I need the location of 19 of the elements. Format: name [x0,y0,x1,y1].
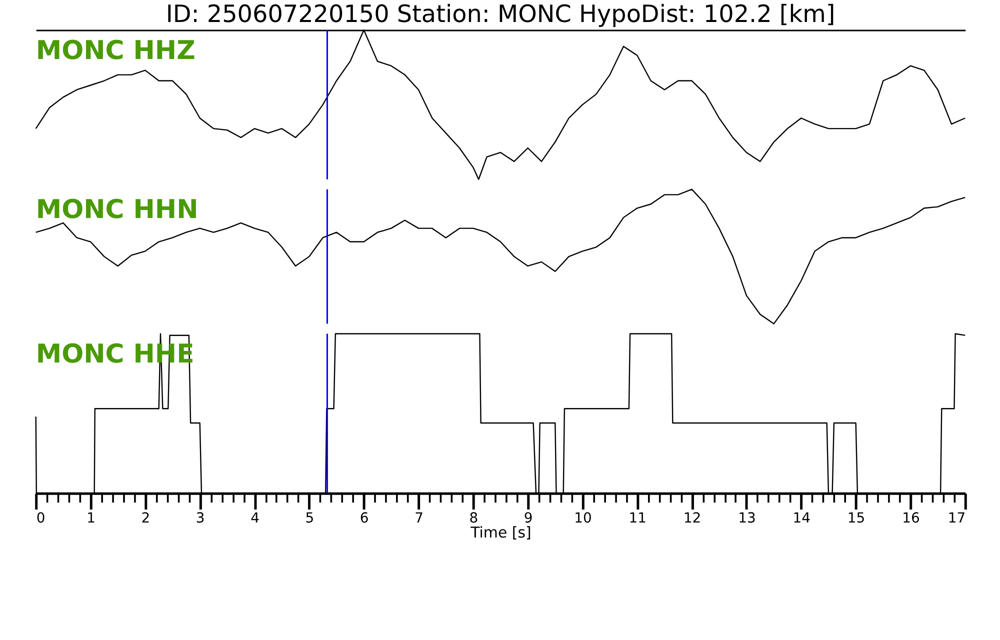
x-tick-label: 7 [414,510,424,526]
x-tick-label: 0 [36,510,46,526]
x-tick-label: 12 [683,510,702,526]
x-tick-label: 15 [847,510,866,526]
x-tick-label: 10 [574,510,592,526]
x-tick-label: 3 [196,510,205,526]
x-tick-label: 5 [305,510,314,526]
chart-title: ID: 250607220150 Station: MONC HypoDist: 102.2 [km] [166,0,836,28]
x-tick-label: 17 [948,510,966,526]
series-label: MONC HHZ [36,36,196,66]
x-tick-label: 13 [738,510,756,526]
x-tick-label: 2 [141,510,150,526]
x-tick-label: 11 [628,510,647,526]
x-tick-label: 6 [360,510,369,526]
x-tick-label: 16 [902,510,920,526]
x-tick-label: 4 [250,510,260,526]
x-tick-label: 1 [86,510,96,526]
series-label: MONC HHN [36,195,198,226]
x-tick-label: 14 [792,510,811,526]
